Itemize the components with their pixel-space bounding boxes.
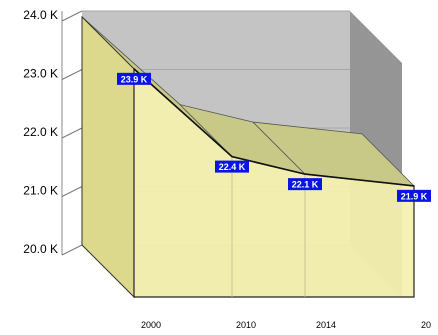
data-label-text: 22.1 K xyxy=(292,180,319,190)
data-label-text: 21.9 K xyxy=(401,191,428,201)
y-axis-ticks: 20.0 K 21.0 K 22.0 K 23.0 K 24.0 K xyxy=(23,8,58,256)
y-tick-label: 20.0 K xyxy=(23,242,58,256)
x-tick-label: 2014 xyxy=(316,320,336,330)
data-label-box xyxy=(215,160,249,173)
y-tick-mark xyxy=(61,244,83,256)
data-label-box xyxy=(117,72,151,85)
y-tick-label: 22.0 K xyxy=(23,125,58,139)
data-label: 23.9 K xyxy=(117,72,151,85)
data-label-box xyxy=(288,178,322,191)
y-tick-mark xyxy=(61,186,83,197)
y-tick-mark xyxy=(61,127,83,139)
series-line xyxy=(133,68,415,187)
x-tick-label: 20 xyxy=(421,320,431,330)
data-label-text: 22.4 K xyxy=(219,162,246,172)
data-label: 21.9 K xyxy=(397,189,431,202)
area-series xyxy=(81,15,416,299)
data-label: 22.1 K xyxy=(288,178,322,191)
x-tick-label: 2000 xyxy=(141,320,161,330)
y-tick-mark xyxy=(61,69,83,80)
data-label-box xyxy=(397,189,431,202)
y-tick-label: 23.0 K xyxy=(23,67,58,81)
y-tick-mark xyxy=(61,10,83,22)
x-tick-label: 2010 xyxy=(236,320,256,330)
y-tick-label: 24.0 K xyxy=(23,8,58,22)
y-tick-label: 21.0 K xyxy=(23,184,58,198)
data-label-text: 23.9 K xyxy=(121,74,148,84)
data-labels: 23.9 K 22.4 K 22.1 K 21.9 K xyxy=(117,72,431,202)
x-axis-ticks: 2000 2010 2014 20 xyxy=(141,320,431,330)
data-label: 22.4 K xyxy=(215,160,249,173)
